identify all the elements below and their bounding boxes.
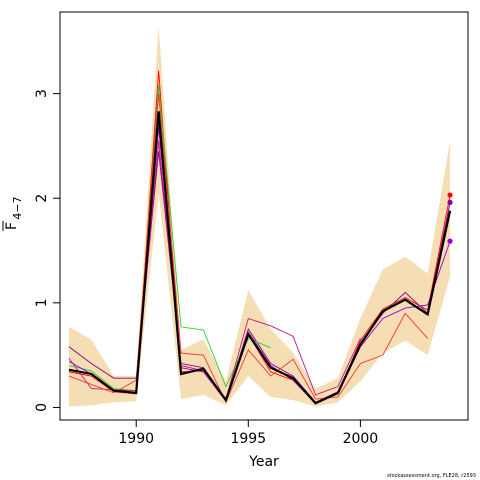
x-tick-label: 1995 (230, 431, 266, 447)
x-axis-title: Year (248, 454, 279, 470)
x-tick-label: 1990 (118, 431, 154, 447)
plot-frame (59, 11, 469, 421)
y-axis-title-main: F (4, 222, 20, 230)
estimate-line (68, 111, 452, 405)
y-tick-label: 3 (34, 89, 50, 98)
x-tick-label: 2000 (343, 431, 379, 447)
plot-layer (68, 25, 453, 407)
retro-series-line-4 (68, 140, 361, 401)
confidence-band (68, 25, 451, 407)
retro-series-line-6 (68, 93, 428, 404)
endpoint-marker-1 (447, 192, 453, 198)
y-axis-title: F 4−7 (2, 196, 24, 231)
retro-series-line-3 (68, 85, 271, 392)
y-axis: 0 1 2 3 (34, 89, 60, 412)
y-tick-label: 0 (34, 403, 50, 412)
y-tick-label: 1 (34, 298, 50, 307)
endpoint-marker-2 (447, 199, 453, 205)
endpoint-marker-3 (447, 238, 453, 244)
credit-text: stockassessment.org, FLE28, r2593 (387, 473, 476, 479)
y-tick-label: 2 (34, 194, 50, 203)
y-axis-title-subscript: 4−7 (11, 196, 24, 219)
x-axis: 1990 1995 2000 (118, 420, 378, 447)
retro-series-line-1 (68, 70, 451, 404)
